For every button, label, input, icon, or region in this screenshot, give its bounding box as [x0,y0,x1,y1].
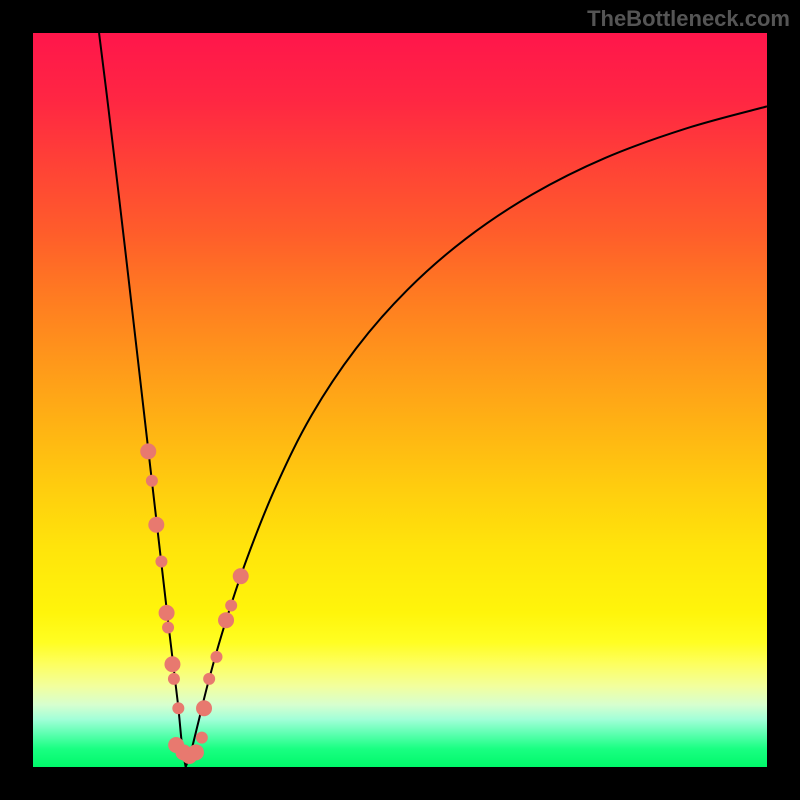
data-point [162,622,174,634]
data-point [203,673,215,685]
data-point [164,656,180,672]
watermark-text: TheBottleneck.com [587,6,790,32]
data-point [172,702,184,714]
data-point [168,673,180,685]
data-point [188,744,204,760]
data-point [148,517,164,533]
chart-frame: TheBottleneck.com [0,0,800,800]
data-point [140,443,156,459]
data-point [196,732,208,744]
plot-area [33,33,767,767]
data-point [225,600,237,612]
data-point [218,612,234,628]
data-point [146,475,158,487]
data-point [196,700,212,716]
data-point [155,555,167,567]
chart-svg [33,33,767,767]
data-point [159,605,175,621]
data-point [233,568,249,584]
data-point [211,651,223,663]
